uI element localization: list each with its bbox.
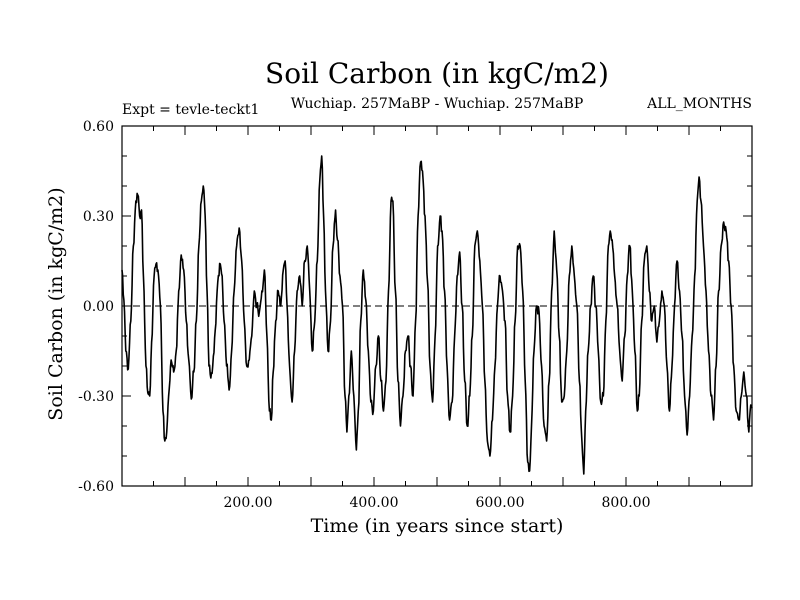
x-tick-label: 600.00 <box>476 495 525 511</box>
y-axis-tick-labels: 0.60 0.30 0.00 -0.30 -0.60 <box>78 119 114 495</box>
y-tick-label: 0.60 <box>83 119 114 135</box>
months-label: ALL_MONTHS <box>646 96 752 112</box>
y-tick-label: 0.30 <box>83 209 114 225</box>
x-axis-label: Time (in years since start) <box>311 515 564 537</box>
y-axis-label: Soil Carbon (in kgC/m2) <box>45 187 67 420</box>
x-tick-label: 800.00 <box>602 495 651 511</box>
plot-frame <box>121 125 753 487</box>
y-tick-label: -0.30 <box>78 389 114 405</box>
x-axis-tick-labels: 200.00 400.00 600.00 800.00 <box>224 495 651 511</box>
y-tick-label: 0.00 <box>83 299 114 315</box>
chart-title: Soil Carbon (in kgC/m2) <box>265 57 609 90</box>
y-tick-label: -0.60 <box>78 479 114 495</box>
experiment-label: Expt = tevle-teckt1 <box>122 102 259 118</box>
soil-carbon-series-line <box>121 155 753 475</box>
x-tick-label: 200.00 <box>224 495 273 511</box>
x-axis-ticks <box>121 126 753 486</box>
chart-subtitle: Wuchiap. 257MaBP - Wuchiap. 257MaBP <box>291 96 584 112</box>
x-tick-label: 400.00 <box>350 495 399 511</box>
